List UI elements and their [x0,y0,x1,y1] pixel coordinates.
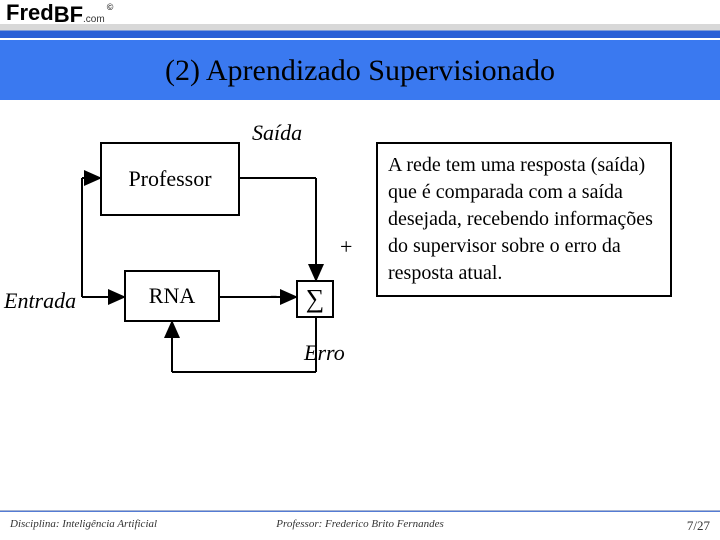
footer-center: Professor: Frederico Brito Fernandes [0,518,720,530]
label-erro: Erro [304,340,345,366]
diagram-canvas: Professor RNA ∑ Saída Entrada Erro + - A… [0,100,720,530]
sigma-label: ∑ [306,284,325,314]
label-saida: Saída [252,120,302,146]
info-box: A rede tem uma resposta (saída) que é co… [376,142,672,297]
logo-copy: © [107,2,114,12]
footer-line [0,510,720,512]
sum-box: ∑ [296,280,334,318]
label-minus: - [270,282,277,308]
professor-box: Professor [100,142,240,216]
logo-part-1: Fred [6,0,54,26]
info-text: A rede tem uma resposta (saída) que é co… [388,154,653,284]
label-entrada: Entrada [4,288,76,314]
label-plus: + [340,234,352,260]
rna-box: RNA [124,270,220,322]
footer-right: 7/27 [687,518,710,534]
rna-label: RNA [149,283,195,309]
slide-footer: Disciplina: Inteligência Artificial Prof… [0,510,720,540]
slide-title: (2) Aprendizado Supervisionado [0,40,720,100]
logo: FredBF.com© [6,2,113,28]
logo-part-2: BF [54,2,83,27]
slide-header: FredBF.com© [0,0,720,40]
logo-part-3: .com [83,14,105,25]
professor-label: Professor [128,166,211,192]
